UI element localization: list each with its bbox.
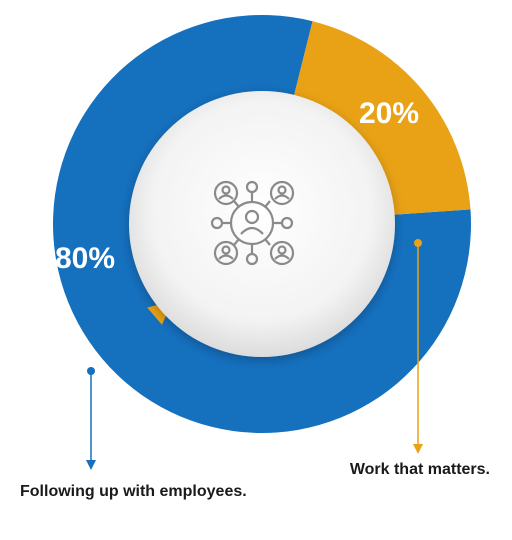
labels: 80% Following up with employees. 20% Work t… (20, 97, 490, 500)
leader-arrow (413, 444, 423, 454)
legend-label: Following up with employees. (20, 483, 247, 500)
leader-arrow (86, 460, 96, 470)
value-label: 80% (55, 242, 115, 275)
legend-label: Work that matters. (350, 461, 490, 478)
center-icon (210, 180, 295, 266)
value-label: 20% (359, 97, 419, 130)
donut-hole (129, 91, 395, 357)
